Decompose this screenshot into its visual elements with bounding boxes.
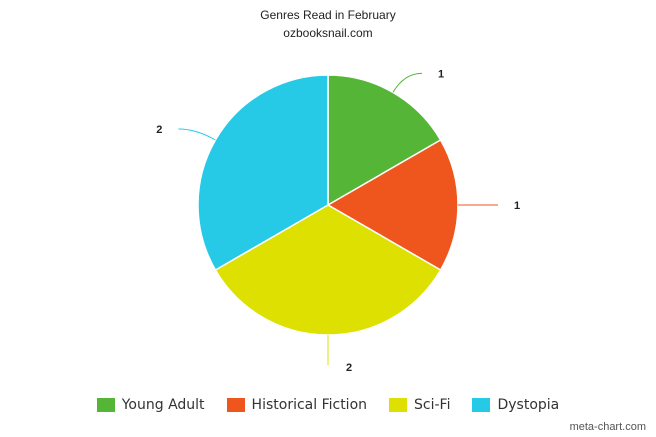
connector-young-adult (392, 72, 423, 93)
legend-label: Young Adult (121, 397, 205, 413)
pie-chart: 1 1 2 2 (156, 68, 520, 374)
data-label-young-adult: 1 (438, 68, 444, 80)
chart-subtitle: ozbooksnail.com (283, 26, 373, 40)
pie-slice-dystopia (197, 74, 329, 272)
watermark: meta-chart.com (569, 421, 646, 433)
connector-dystopia (178, 128, 216, 141)
data-label-historical-fiction: 1 (514, 200, 520, 212)
chart-legend: Young Adult Historical Fiction Sci-Fi Dysto… (0, 397, 656, 413)
data-label-sci-fi: 2 (346, 362, 352, 374)
legend-swatch (226, 398, 245, 412)
legend-item-young-adult[interactable]: Young Adult (96, 397, 205, 413)
legend-item-historical-fiction[interactable]: Historical Fiction (226, 397, 368, 413)
legend-swatch (472, 398, 491, 412)
legend-swatch (389, 398, 408, 412)
chart-title: Genres Read in February (260, 8, 396, 22)
pie-slice-young-adult (327, 74, 442, 207)
pie-slice-sci-fi (214, 204, 442, 336)
legend-swatch (96, 398, 115, 412)
data-label-dystopia: 2 (156, 124, 162, 136)
legend-item-dystopia[interactable]: Dystopia (472, 397, 559, 413)
legend-item-sci-fi[interactable]: Sci-Fi (389, 397, 450, 413)
legend-label: Sci-Fi (414, 397, 451, 413)
pie-slice-historical-fiction (326, 138, 459, 272)
chart-titles: Genres Read in February ozbooksnail.com (0, 6, 656, 42)
legend-label: Historical Fiction (251, 397, 368, 413)
legend-label: Dystopia (497, 397, 560, 413)
